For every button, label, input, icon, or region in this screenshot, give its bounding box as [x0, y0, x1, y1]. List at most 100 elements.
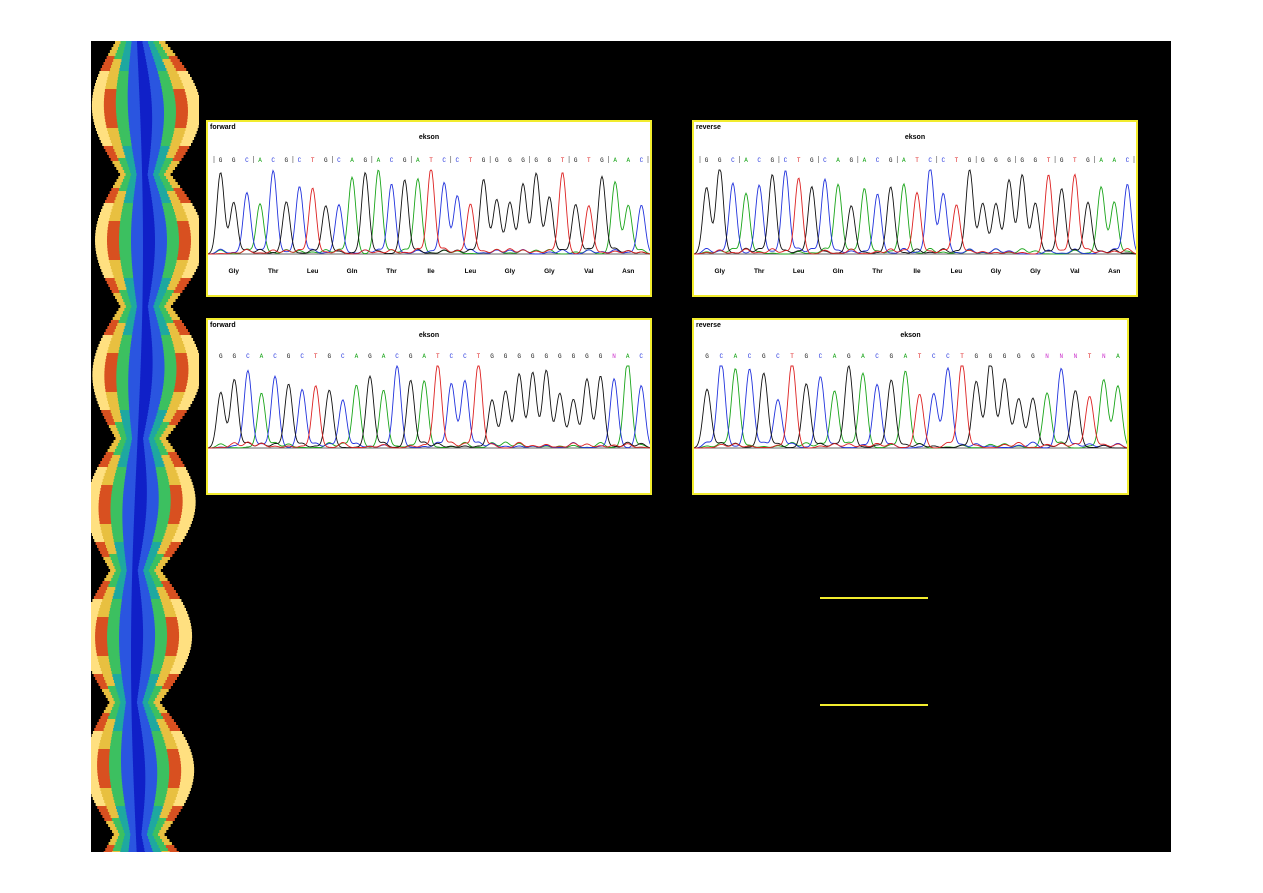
helix-band — [123, 797, 136, 800]
helix-band — [123, 686, 133, 689]
helix-band — [105, 359, 119, 362]
helix-band — [91, 794, 104, 797]
helix-band — [91, 746, 100, 749]
helix-band — [124, 197, 135, 200]
helix-band — [151, 383, 165, 386]
helix-band — [133, 764, 147, 767]
helix-band — [92, 113, 106, 116]
helix-band — [166, 647, 179, 650]
helix-band — [165, 257, 179, 260]
helix-band — [118, 815, 128, 818]
helix-band — [91, 629, 97, 632]
helix-band — [138, 407, 150, 410]
helix-band — [158, 677, 169, 680]
helix-band — [155, 440, 163, 443]
helix-band — [154, 257, 167, 260]
helix-band — [161, 179, 169, 182]
helix-band — [103, 455, 114, 458]
helix-band — [146, 686, 156, 689]
helix-band — [144, 446, 152, 449]
helix-band — [92, 671, 103, 674]
helix-band — [142, 221, 156, 224]
helix-band — [144, 803, 155, 806]
helix-band — [116, 374, 130, 377]
helix-band — [156, 695, 165, 698]
helix-band — [133, 542, 144, 545]
base-call-letter: G — [762, 353, 766, 360]
helix-band — [145, 710, 154, 713]
helix-band — [154, 224, 168, 227]
helix-band — [120, 851, 130, 852]
helix-band — [112, 695, 120, 698]
helix-band — [171, 161, 180, 164]
helix-band — [181, 275, 193, 278]
helix-band — [126, 41, 133, 44]
helix-band — [161, 581, 170, 584]
helix-band — [122, 497, 136, 500]
amino-acid-label: Ile — [913, 268, 921, 275]
helix-band — [116, 386, 130, 389]
helix-band — [121, 770, 135, 773]
helix-band — [118, 431, 127, 434]
helix-band — [135, 833, 143, 836]
helix-band — [93, 359, 107, 362]
helix-band — [104, 800, 116, 803]
helix-band — [105, 386, 118, 389]
helix-band — [133, 194, 144, 197]
helix-band — [92, 380, 106, 383]
amino-acid-label: Gln — [347, 268, 358, 275]
helix-band — [107, 704, 115, 707]
helix-band — [113, 680, 124, 683]
helix-band — [167, 635, 181, 638]
helix-band — [188, 221, 199, 224]
helix-band — [149, 821, 159, 824]
helix-band — [104, 725, 115, 728]
helix-band — [132, 734, 144, 737]
helix-band — [171, 398, 184, 401]
helix-band — [142, 212, 155, 215]
helix-band — [119, 647, 133, 650]
helix-band — [138, 563, 147, 566]
helix-band — [91, 758, 99, 761]
helix-band — [184, 209, 196, 212]
base-call-letter: G — [534, 157, 538, 164]
helix-band — [115, 569, 123, 572]
helix-band — [189, 254, 199, 257]
helix-band — [149, 839, 157, 842]
base-call-letter: G — [572, 353, 576, 360]
helix-band — [129, 359, 142, 362]
helix-band — [103, 557, 112, 560]
helix-band — [172, 416, 183, 419]
helix-band — [111, 65, 122, 68]
helix-band — [119, 233, 133, 236]
helix-band — [159, 596, 171, 599]
helix-band — [135, 488, 148, 491]
helix-band — [119, 638, 133, 641]
helix-band — [104, 677, 115, 680]
helix-band — [178, 248, 192, 251]
helix-band — [107, 449, 116, 452]
helix-band — [178, 245, 192, 248]
helix-band — [125, 173, 133, 176]
helix-band — [122, 593, 133, 596]
helix-band — [119, 632, 133, 635]
amino-acid-label: Asn — [1108, 268, 1120, 275]
helix-band — [146, 497, 160, 500]
helix-band — [141, 827, 150, 830]
helix-band — [136, 455, 146, 458]
helix-band — [129, 131, 142, 134]
helix-band — [112, 674, 123, 677]
helix-band — [176, 365, 190, 368]
helix-band — [173, 272, 185, 275]
helix-band — [105, 452, 115, 455]
helix-band — [157, 158, 166, 161]
helix-band — [154, 650, 167, 653]
base-call-letter: C — [819, 353, 823, 360]
helix-band — [153, 56, 163, 59]
region-label: ekson — [904, 134, 926, 141]
helix-band — [166, 248, 180, 251]
helix-band — [156, 788, 169, 791]
helix-band — [97, 767, 111, 770]
helix-band — [142, 539, 154, 542]
helix-band — [144, 575, 153, 578]
